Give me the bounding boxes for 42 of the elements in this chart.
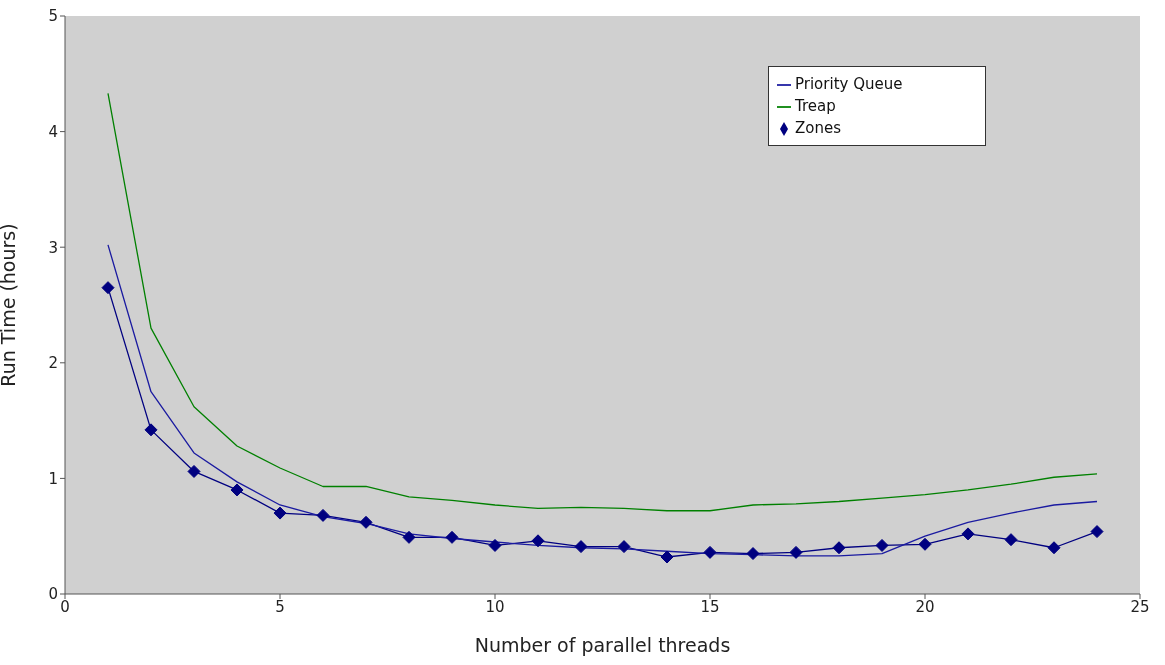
point: [789, 545, 803, 559]
point: [574, 540, 588, 554]
x-axis-title: Number of parallel threads: [474, 634, 731, 656]
point: [875, 538, 889, 552]
x-tick-label: 20: [915, 597, 935, 616]
point: [746, 547, 760, 561]
point: [961, 527, 975, 541]
point: [1090, 525, 1104, 539]
point: [101, 281, 115, 295]
legend-label: Priority Queue: [795, 75, 903, 93]
point: [402, 530, 416, 544]
point: [531, 534, 545, 548]
point: [617, 540, 631, 554]
x-tick-label: 10: [485, 597, 505, 616]
legend-label: Treap: [795, 97, 836, 115]
y-tick-label: 4: [48, 122, 58, 141]
x-tick-label: 25: [1130, 597, 1150, 616]
y-axis-title: Run Time (hours): [0, 223, 19, 387]
y-tick-label: 2: [48, 354, 58, 373]
x-tick-label: 0: [60, 597, 70, 616]
point: [359, 515, 373, 529]
point: [488, 538, 502, 552]
point: [1004, 533, 1018, 547]
point: [832, 541, 846, 555]
point: [316, 508, 330, 522]
point: [144, 423, 158, 437]
y-tick-label: 1: [48, 469, 58, 488]
y-tick-label: 0: [48, 585, 58, 604]
x-tick-label: 5: [275, 597, 285, 616]
point: [918, 537, 932, 551]
point: [273, 506, 287, 520]
point: [1047, 541, 1061, 555]
point: [230, 483, 244, 497]
legend-label: Zones: [795, 119, 842, 137]
point: [660, 550, 674, 564]
line-series: [107, 92, 1098, 512]
point: [187, 464, 201, 478]
point: [703, 545, 717, 559]
point: [445, 530, 459, 544]
y-tick-label: 5: [48, 7, 58, 26]
y-tick-label: 3: [48, 238, 58, 257]
x-tick-label: 15: [700, 597, 720, 616]
